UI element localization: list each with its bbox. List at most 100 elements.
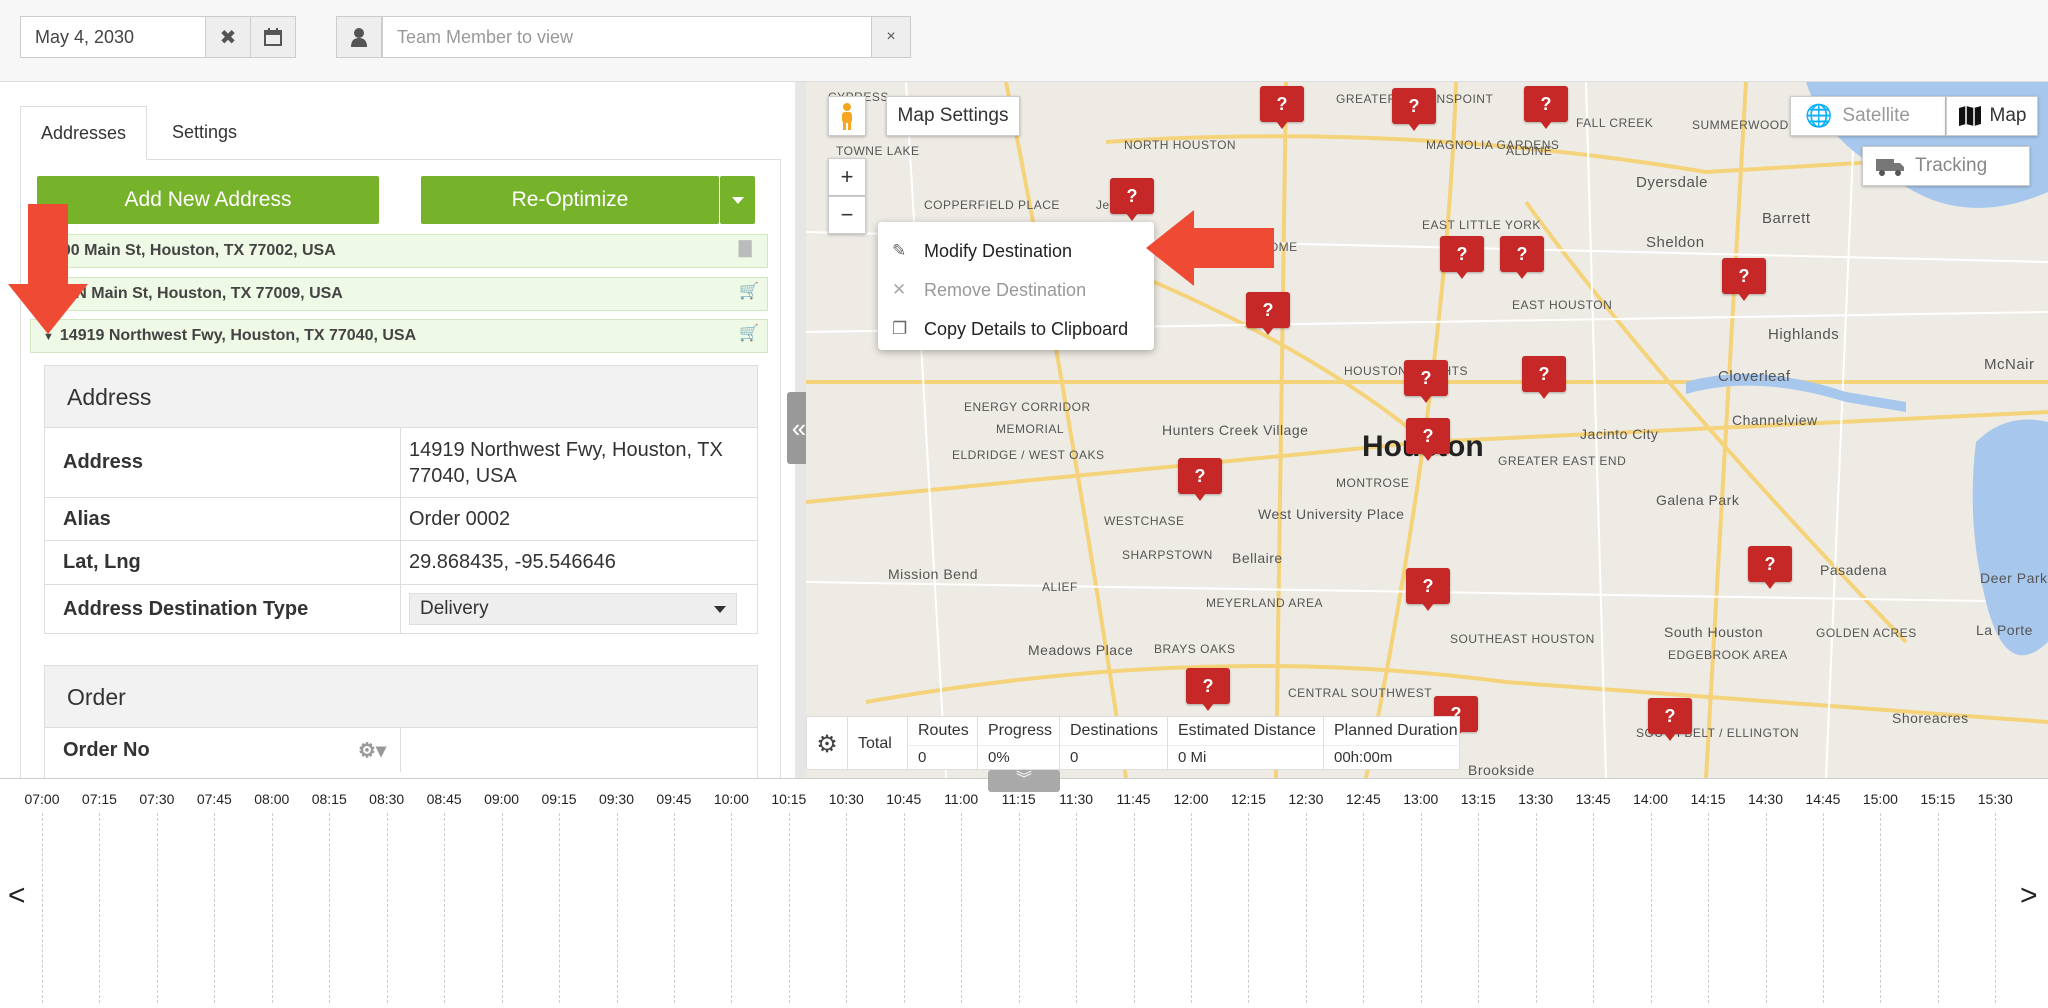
annotation-arrow-left	[1146, 210, 1274, 286]
copy-details-item[interactable]: ❐ Copy Details to Clipboard	[878, 310, 1154, 349]
team-member-input[interactable]: Team Member to view	[382, 16, 872, 58]
copy-icon: ❐	[892, 319, 908, 338]
detail-value[interactable]: Order 0002	[409, 507, 511, 530]
destination-marker[interactable]: ?	[1178, 458, 1222, 501]
timeline-gridline	[1822, 813, 1824, 1003]
calendar-button[interactable]	[250, 16, 296, 58]
destination-marker[interactable]: ?	[1110, 178, 1154, 221]
detail-row: Address Destination Type Delivery	[45, 585, 757, 633]
destination-marker[interactable]: ?	[1648, 698, 1692, 741]
map-label: MEMORIAL	[996, 422, 1065, 436]
pencil-icon: ✎	[892, 241, 907, 260]
date-input[interactable]: May 4, 2030	[20, 16, 206, 58]
modify-destination-item[interactable]: ✎ Modify Destination	[878, 232, 1154, 271]
detail-row: Alias Order 0002	[45, 498, 757, 541]
timeline-tick-label: 08:45	[426, 791, 462, 807]
summary-header: Routes	[918, 722, 969, 739]
tab-settings[interactable]: Settings	[172, 122, 238, 142]
summary-value: 0 Mi	[1168, 745, 1323, 771]
left-panel: Addresses Settings Add New Address Re-Op…	[0, 82, 795, 778]
timeline-tick-label: 15:30	[1977, 791, 2013, 807]
timeline-tick-label: 13:30	[1518, 791, 1554, 807]
summary-header: Destinations	[1070, 722, 1159, 739]
timeline-gridline	[1478, 813, 1480, 1003]
timeline-expand-handle[interactable]: ︾	[988, 770, 1060, 792]
map-label: Channelview	[1732, 412, 1818, 428]
detail-row: Order No ⚙▾	[45, 728, 757, 772]
map-settings-button[interactable]: Map Settings	[886, 96, 1020, 136]
timeline-tick-label: 14:30	[1747, 791, 1784, 807]
map-label: SHARPSTOWN	[1122, 548, 1213, 562]
timeline-gridline	[788, 813, 790, 1003]
detail-value[interactable]: 14919 Northwest Fwy, Houston, TX 77040, …	[409, 438, 723, 487]
map-label: MEYERLAND AREA	[1206, 596, 1324, 610]
map-label: Bellaire	[1232, 550, 1283, 566]
map-label: Shoreacres	[1892, 710, 1969, 726]
reoptimize-button[interactable]: Re-Optimize	[421, 176, 719, 224]
destination-marker[interactable]: ?	[1722, 258, 1766, 301]
timeline-tick-label: 09:00	[484, 791, 520, 807]
timeline-tick-label: 09:45	[656, 791, 692, 807]
summary-settings-button[interactable]: ⚙	[807, 717, 847, 771]
address-row[interactable]: 000 Main St, Houston, TX 77002, USA ▇	[30, 234, 768, 268]
destination-marker[interactable]: ?	[1246, 292, 1290, 335]
clear-date-button[interactable]: ✖	[205, 16, 251, 58]
timeline-gridline	[559, 813, 561, 1003]
map-label: FALL CREEK	[1576, 116, 1654, 130]
timeline-tick-label: 12:45	[1345, 791, 1381, 807]
add-new-address-button[interactable]: Add New Address	[37, 176, 379, 224]
destination-marker[interactable]: ?	[1524, 86, 1568, 129]
timeline-tick-label: 15:00	[1862, 791, 1898, 807]
destination-marker[interactable]: ?	[1748, 546, 1792, 589]
person-button[interactable]	[336, 16, 382, 58]
timeline-gridline	[846, 813, 848, 1003]
destination-marker[interactable]: ?	[1392, 88, 1436, 131]
timeline-tick-label: 08:15	[311, 791, 347, 807]
map-label: ALIEF	[1042, 580, 1078, 594]
timeline-tick-label: 11:15	[1001, 791, 1036, 807]
tracking-button[interactable]: Tracking	[1862, 146, 2030, 186]
zoom-out-button[interactable]: −	[828, 196, 866, 234]
satellite-button[interactable]: 🌐 Satellite	[1790, 96, 1946, 136]
timeline-next-button[interactable]: >	[2020, 879, 2038, 912]
detail-row: Lat, Lng 29.868435, -95.546646	[45, 541, 757, 585]
destination-marker[interactable]: ?	[1440, 236, 1484, 279]
timeline-gridline	[156, 813, 158, 1003]
map-type-button[interactable]: Map	[1946, 96, 2038, 136]
gear-icon[interactable]: ⚙▾	[358, 740, 386, 762]
tab-addresses[interactable]: Addresses	[20, 106, 148, 160]
map-label: TOWNE LAKE	[836, 144, 920, 158]
destination-marker[interactable]: ?	[1406, 418, 1450, 461]
detail-value[interactable]	[401, 728, 757, 772]
address-row[interactable]: 15 N Main St, Houston, TX 77009, USA 🛒	[30, 277, 768, 311]
detail-value[interactable]: 29.868435, -95.546646	[409, 551, 616, 573]
address-text: 15 N Main St, Houston, TX 77009, USA	[53, 285, 343, 302]
timeline-tick-label: 07:15	[81, 791, 117, 807]
timeline-gridline	[444, 813, 446, 1003]
timeline-gridline	[1765, 813, 1767, 1003]
clear-team-button[interactable]: ×	[871, 16, 911, 58]
timeline-gridline	[673, 813, 675, 1003]
address-row-expanded[interactable]: ▼ 14919 Northwest Fwy, Houston, TX 77040,…	[30, 319, 768, 353]
map-label: Brookside	[1468, 762, 1535, 778]
destination-marker[interactable]: ?	[1260, 86, 1304, 129]
globe-icon: 🌐	[1805, 103, 1833, 128]
destination-type-select[interactable]: Delivery	[409, 593, 737, 625]
map-view[interactable]: CYPRESS NORTH HOUSTON GREATER GREENSPOIN…	[806, 82, 2048, 778]
destination-marker[interactable]: ?	[1186, 668, 1230, 711]
reoptimize-dropdown[interactable]	[720, 176, 755, 224]
destination-marker[interactable]: ?	[1500, 236, 1544, 279]
destination-marker[interactable]: ?	[1406, 568, 1450, 611]
timeline-prev-button[interactable]: <	[8, 879, 26, 912]
street-view-button[interactable]	[828, 96, 866, 136]
timeline-gridline	[1593, 813, 1595, 1003]
zoom-in-button[interactable]: +	[828, 158, 866, 196]
destination-marker[interactable]: ?	[1404, 360, 1448, 403]
timeline-gridline	[1076, 813, 1078, 1003]
destination-marker[interactable]: ?	[1522, 356, 1566, 399]
timeline-tick-label: 10:15	[771, 791, 807, 807]
remove-destination-item[interactable]: ✕ Remove Destination	[878, 271, 1154, 310]
timeline-tick-label: 13:45	[1575, 791, 1611, 807]
detail-key: Order No ⚙▾	[45, 728, 401, 772]
map-label: Pasadena	[1820, 562, 1888, 578]
